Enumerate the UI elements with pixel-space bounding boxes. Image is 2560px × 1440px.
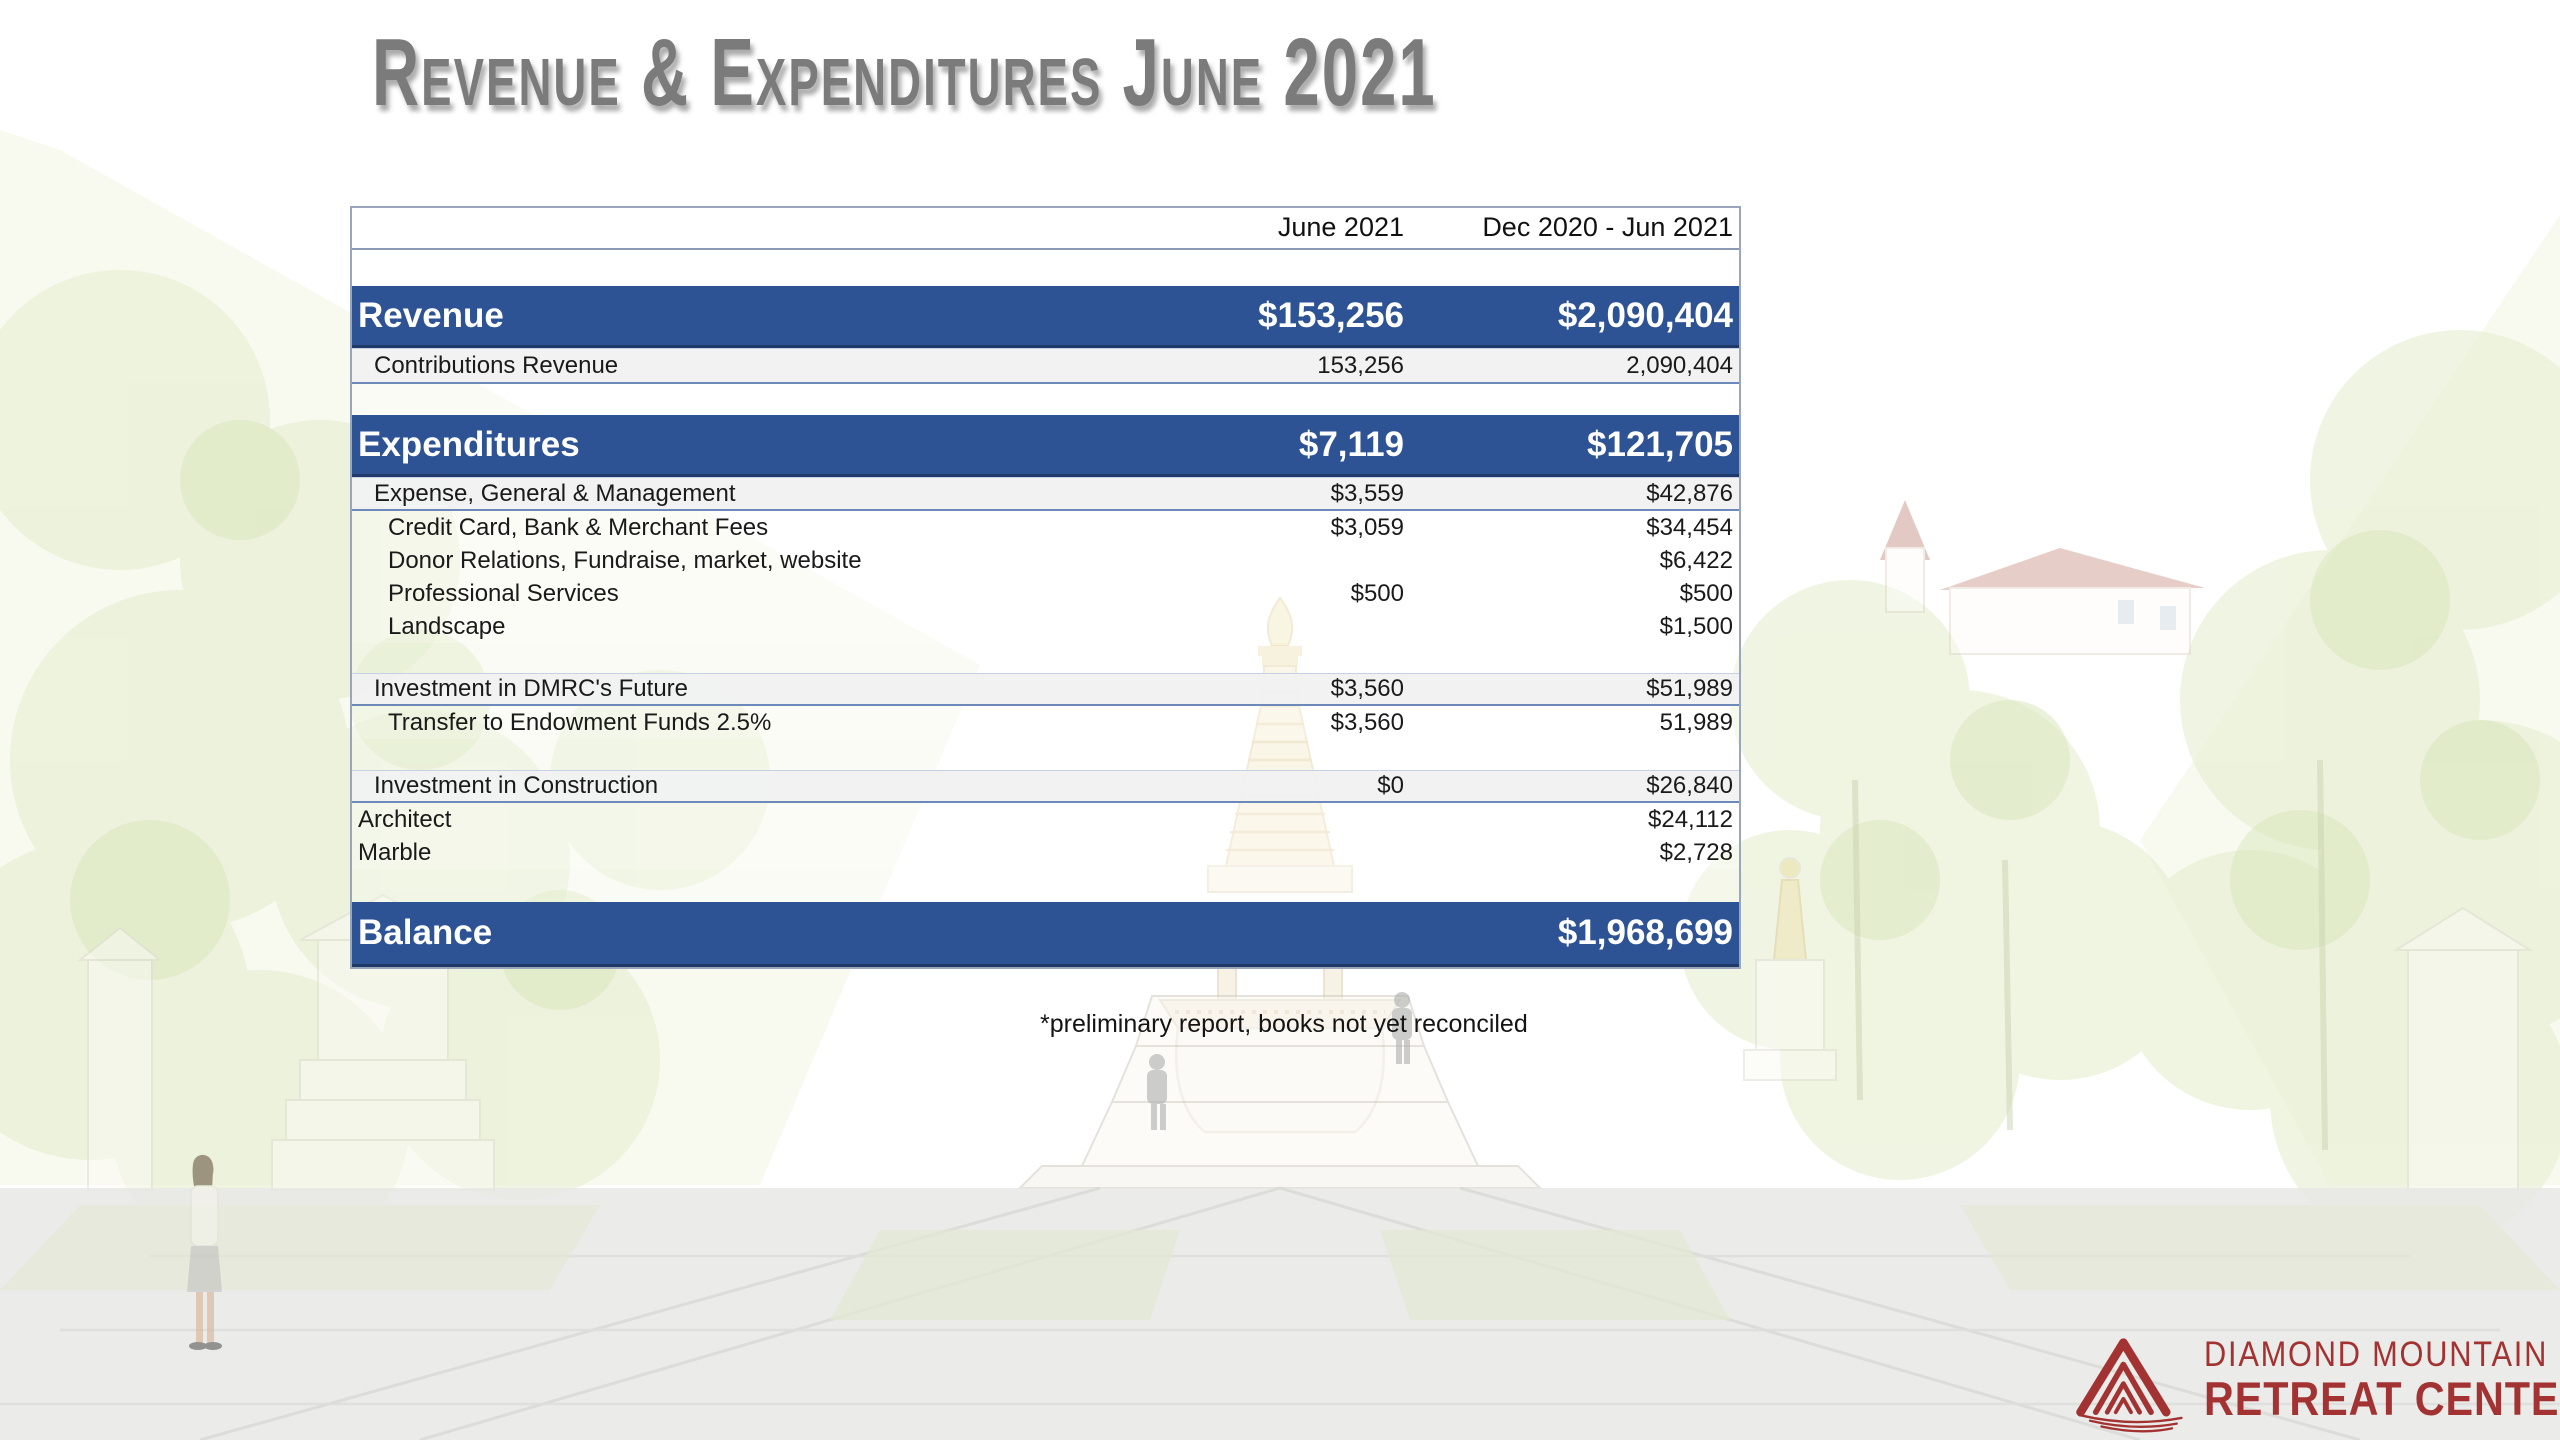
row-june-value: $500 <box>1350 579 1404 607</box>
table-row: Credit Card, Bank & Merchant Fees $3,059… <box>352 511 1739 544</box>
page-title: Revenue & Expenditures June 2021 <box>372 19 1437 126</box>
row-label: Credit Card, Bank & Merchant Fees <box>388 513 769 541</box>
table-row: Investment in DMRC's Future $3,560 $51,9… <box>352 673 1739 706</box>
logo-text: DIAMOND MOUNTAIN RETREAT CENTER <box>2204 1335 2560 1425</box>
revenue-band-row: Revenue $153,256 $2,090,404 <box>352 286 1739 348</box>
row-june-value: $3,059 <box>1330 513 1404 541</box>
table-header-row: June 2021 Dec 2020 - Jun 2021 <box>352 208 1739 250</box>
section-june-value: $7,119 <box>1298 424 1404 464</box>
row-label: Professional Services <box>388 579 619 607</box>
row-ytd-value: $42,876 <box>1646 479 1733 507</box>
row-label: Contributions Revenue <box>374 351 619 379</box>
section-ytd-value: $2,090,404 <box>1557 295 1733 335</box>
table-row: Investment in Construction $0 $26,840 <box>352 770 1739 803</box>
row-ytd-value: 51,989 <box>1659 708 1733 736</box>
row-june-value: $3,559 <box>1330 479 1404 507</box>
row-june-value: $0 <box>1377 772 1404 799</box>
row-ytd-value: $34,454 <box>1646 513 1733 541</box>
logo-mountain-icon <box>2076 1338 2183 1433</box>
row-ytd-value: $500 <box>1679 579 1733 607</box>
spacer-row <box>352 250 1739 286</box>
row-ytd-value: 2,090,404 <box>1626 351 1733 379</box>
row-label: Investment in DMRC's Future <box>374 675 689 702</box>
section-june-value: $153,256 <box>1258 295 1404 335</box>
spacer-row <box>352 643 1739 673</box>
financial-table: June 2021 Dec 2020 - Jun 2021 Revenue $1… <box>350 206 1741 969</box>
row-label: Marble <box>358 838 432 866</box>
section-label: Revenue <box>358 295 504 335</box>
section-ytd-value: $121,705 <box>1587 424 1733 464</box>
row-label: Expense, General & Management <box>374 479 736 507</box>
row-ytd-value: $24,112 <box>1648 805 1733 833</box>
row-ytd-value: $2,728 <box>1659 838 1733 866</box>
section-ytd-value: $1,968,699 <box>1557 913 1733 952</box>
table-row: Donor Relations, Fundraise, market, webs… <box>352 544 1739 577</box>
row-label: Investment in Construction <box>374 772 659 799</box>
row-label: Architect <box>358 805 452 833</box>
logo-line1: DIAMOND MOUNTAIN <box>2204 1335 2549 1374</box>
row-june-value: $3,560 <box>1330 708 1404 736</box>
row-ytd-value: $1,500 <box>1659 612 1733 640</box>
column-header-ytd: Dec 2020 - Jun 2021 <box>1482 211 1733 242</box>
table-row: Marble $2,728 <box>352 836 1739 869</box>
row-label: Landscape <box>388 612 506 640</box>
spacer-row <box>352 384 1739 415</box>
table-row: Professional Services $500 $500 <box>352 577 1739 610</box>
expenditures-band-row: Expenditures $7,119 $121,705 <box>352 415 1739 477</box>
spacer-row <box>352 739 1739 770</box>
footnote: *preliminary report, books not yet recon… <box>1040 1010 1528 1038</box>
row-june-value: $3,560 <box>1330 675 1404 702</box>
table-row: Landscape $1,500 <box>352 610 1739 643</box>
row-label: Transfer to Endowment Funds 2.5% <box>388 708 772 736</box>
row-ytd-value: $26,840 <box>1646 772 1733 799</box>
row-ytd-value: $51,989 <box>1646 675 1733 702</box>
balance-band-row: Balance $1,968,699 <box>352 902 1739 967</box>
section-label: Balance <box>358 913 493 952</box>
table-row: Architect $24,112 <box>352 803 1739 836</box>
table-row: Contributions Revenue 153,256 2,090,404 <box>352 348 1739 384</box>
table-row: Expense, General & Management $3,559 $42… <box>352 477 1739 511</box>
logo: DIAMOND MOUNTAIN RETREAT CENTER <box>2072 1335 2560 1436</box>
section-label: Expenditures <box>358 424 580 464</box>
row-june-value: 153,256 <box>1317 351 1404 379</box>
logo-line2: RETREAT CENTER <box>2204 1371 2560 1425</box>
table-row: Transfer to Endowment Funds 2.5% $3,560 … <box>352 706 1739 739</box>
row-ytd-value: $6,422 <box>1659 546 1733 574</box>
spacer-row <box>352 869 1739 902</box>
column-header-june: June 2021 <box>1277 211 1404 242</box>
row-label: Donor Relations, Fundraise, market, webs… <box>388 546 862 574</box>
